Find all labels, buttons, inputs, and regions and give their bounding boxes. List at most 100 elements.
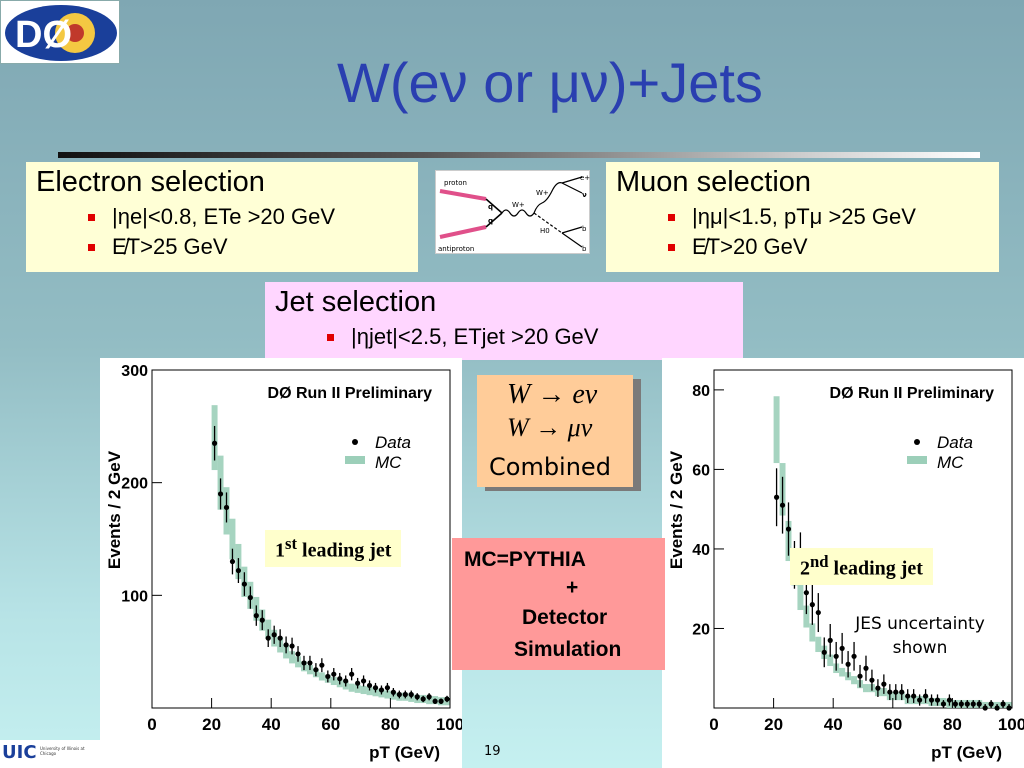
data-point <box>217 491 224 497</box>
plot-panel-second-jet: 0 20 40 60 80 100 20 40 60 80 DØ Run II Preliminar… <box>662 358 1024 768</box>
leading-jet-label-text: leading jet <box>297 539 392 562</box>
plot-frame <box>713 369 1013 709</box>
second-jet-label-sup: nd <box>810 552 829 571</box>
data-point <box>360 678 367 684</box>
x-tick-label: 60 <box>321 715 340 734</box>
electron-criterion-eta: |ηe|<0.8, ETe >20 GeV <box>88 202 408 232</box>
data-point <box>241 581 247 587</box>
data-point <box>372 685 379 691</box>
mc-band <box>773 396 780 464</box>
data-point <box>390 689 396 695</box>
data-point <box>277 635 283 641</box>
data-point <box>259 617 265 623</box>
mc-band <box>318 672 325 681</box>
jet-selection-box: Jet selection |ηjet|<2.5, ETjet >20 GeV <box>265 282 743 360</box>
y-tick-label: 300 <box>121 363 148 380</box>
data-point <box>265 635 271 641</box>
mc-line-detector: Detector <box>522 606 608 629</box>
logo-text: DØ <box>15 14 72 56</box>
data-point <box>845 661 851 667</box>
y-axis-label: Events / 2 GeV <box>105 450 124 569</box>
data-point <box>833 653 839 659</box>
data-point <box>881 681 887 687</box>
mc-band <box>354 684 361 693</box>
data-point <box>307 660 313 666</box>
feyn-label-q2: q <box>488 217 493 225</box>
leading-jet-label: 1st leading jet <box>265 530 402 567</box>
page-number: 19 <box>484 744 501 759</box>
mc-band <box>229 518 236 560</box>
data-point <box>928 697 935 703</box>
data-point <box>773 494 780 500</box>
data-point <box>283 642 289 648</box>
data-point <box>355 680 361 686</box>
data-point <box>331 671 337 677</box>
mc-line-plus: + <box>566 576 579 599</box>
x-tick-label: 20 <box>764 715 783 734</box>
data-point <box>958 701 964 707</box>
feyn-label-q1: q <box>488 203 493 211</box>
data-point <box>982 705 988 711</box>
jes-note-line2: shown <box>892 638 948 658</box>
data-point <box>378 687 385 693</box>
data-point <box>414 694 420 700</box>
data-point <box>821 649 827 655</box>
jes-note: JES uncertainty shown <box>830 612 1010 660</box>
slide-title: W(eν or μν)+Jets <box>337 51 763 114</box>
mc-band <box>289 651 296 664</box>
mc-band <box>360 685 367 695</box>
mc-band <box>265 619 272 639</box>
uic-logo: UIC University of Illinois at Chicago <box>0 740 100 768</box>
x-tick-label: 80 <box>943 715 962 734</box>
data-point <box>893 689 899 695</box>
x-axis-label: pT (GeV) <box>931 743 1002 762</box>
second-jet-label: 2nd leading jet <box>790 548 933 585</box>
muon-selection-box: Muon selection |ημ|<1.5, pTμ >25 GeV E̸T… <box>606 162 999 272</box>
mc-line-simulation: Simulation <box>514 638 622 661</box>
muon-criterion-met: E̸T>20 GeV <box>668 232 989 262</box>
muon-criterion-eta: |ημ|<1.5, pTμ >25 GeV <box>668 202 989 232</box>
mc-box: MC=PYTHIA + Detector Simulation <box>452 538 665 670</box>
mc-band <box>797 583 804 611</box>
muon-heading: Muon selection <box>616 166 812 198</box>
data-point <box>229 558 236 565</box>
data-point <box>785 526 792 532</box>
feyn-label-bbar: b <box>582 245 587 253</box>
mc-band <box>348 683 355 692</box>
electron-heading: Electron selection <box>36 166 265 198</box>
y-tick-label: 80 <box>692 383 710 400</box>
x-tick-label: 100 <box>436 715 462 734</box>
legend-mc-marker <box>907 456 927 464</box>
chart-second-jet: 0 20 40 60 80 100 20 40 60 80 DØ Run II Preliminar… <box>667 369 1024 762</box>
data-point <box>432 698 438 704</box>
x-tick-label: 80 <box>381 715 400 734</box>
y-tick-label: 20 <box>692 621 710 638</box>
data-point <box>964 701 970 707</box>
data-point <box>839 645 845 651</box>
feyn-label-proton: proton <box>444 179 467 187</box>
data-point <box>402 691 408 698</box>
data-point <box>899 689 905 695</box>
data-point <box>366 682 373 689</box>
legend-mc-label: MC <box>375 453 402 472</box>
data-point <box>809 602 815 608</box>
leading-jet-label-num: 1 <box>275 539 285 562</box>
uic-logo-text: UIC <box>2 742 37 763</box>
y-tick-label: 200 <box>121 476 148 493</box>
legend-data-label: Data <box>375 433 411 452</box>
x-tick-label: 100 <box>998 715 1024 734</box>
title-divider <box>58 152 980 158</box>
jet-heading: Jet selection <box>275 286 437 318</box>
combined-line-combined: Combined <box>489 453 611 481</box>
data-point <box>851 653 857 659</box>
feyn-label-antiproton: antiproton <box>438 245 474 253</box>
legend-data-label: Data <box>937 433 973 452</box>
legend-mc-marker <box>345 456 365 464</box>
data-point <box>408 691 414 698</box>
data-point <box>211 440 218 446</box>
data-point <box>946 697 953 703</box>
feyn-label-nu: ν <box>582 191 587 199</box>
x-tick-label: 60 <box>883 715 902 734</box>
data-point <box>396 691 402 698</box>
feyn-label-eplus: e+ <box>580 174 590 182</box>
